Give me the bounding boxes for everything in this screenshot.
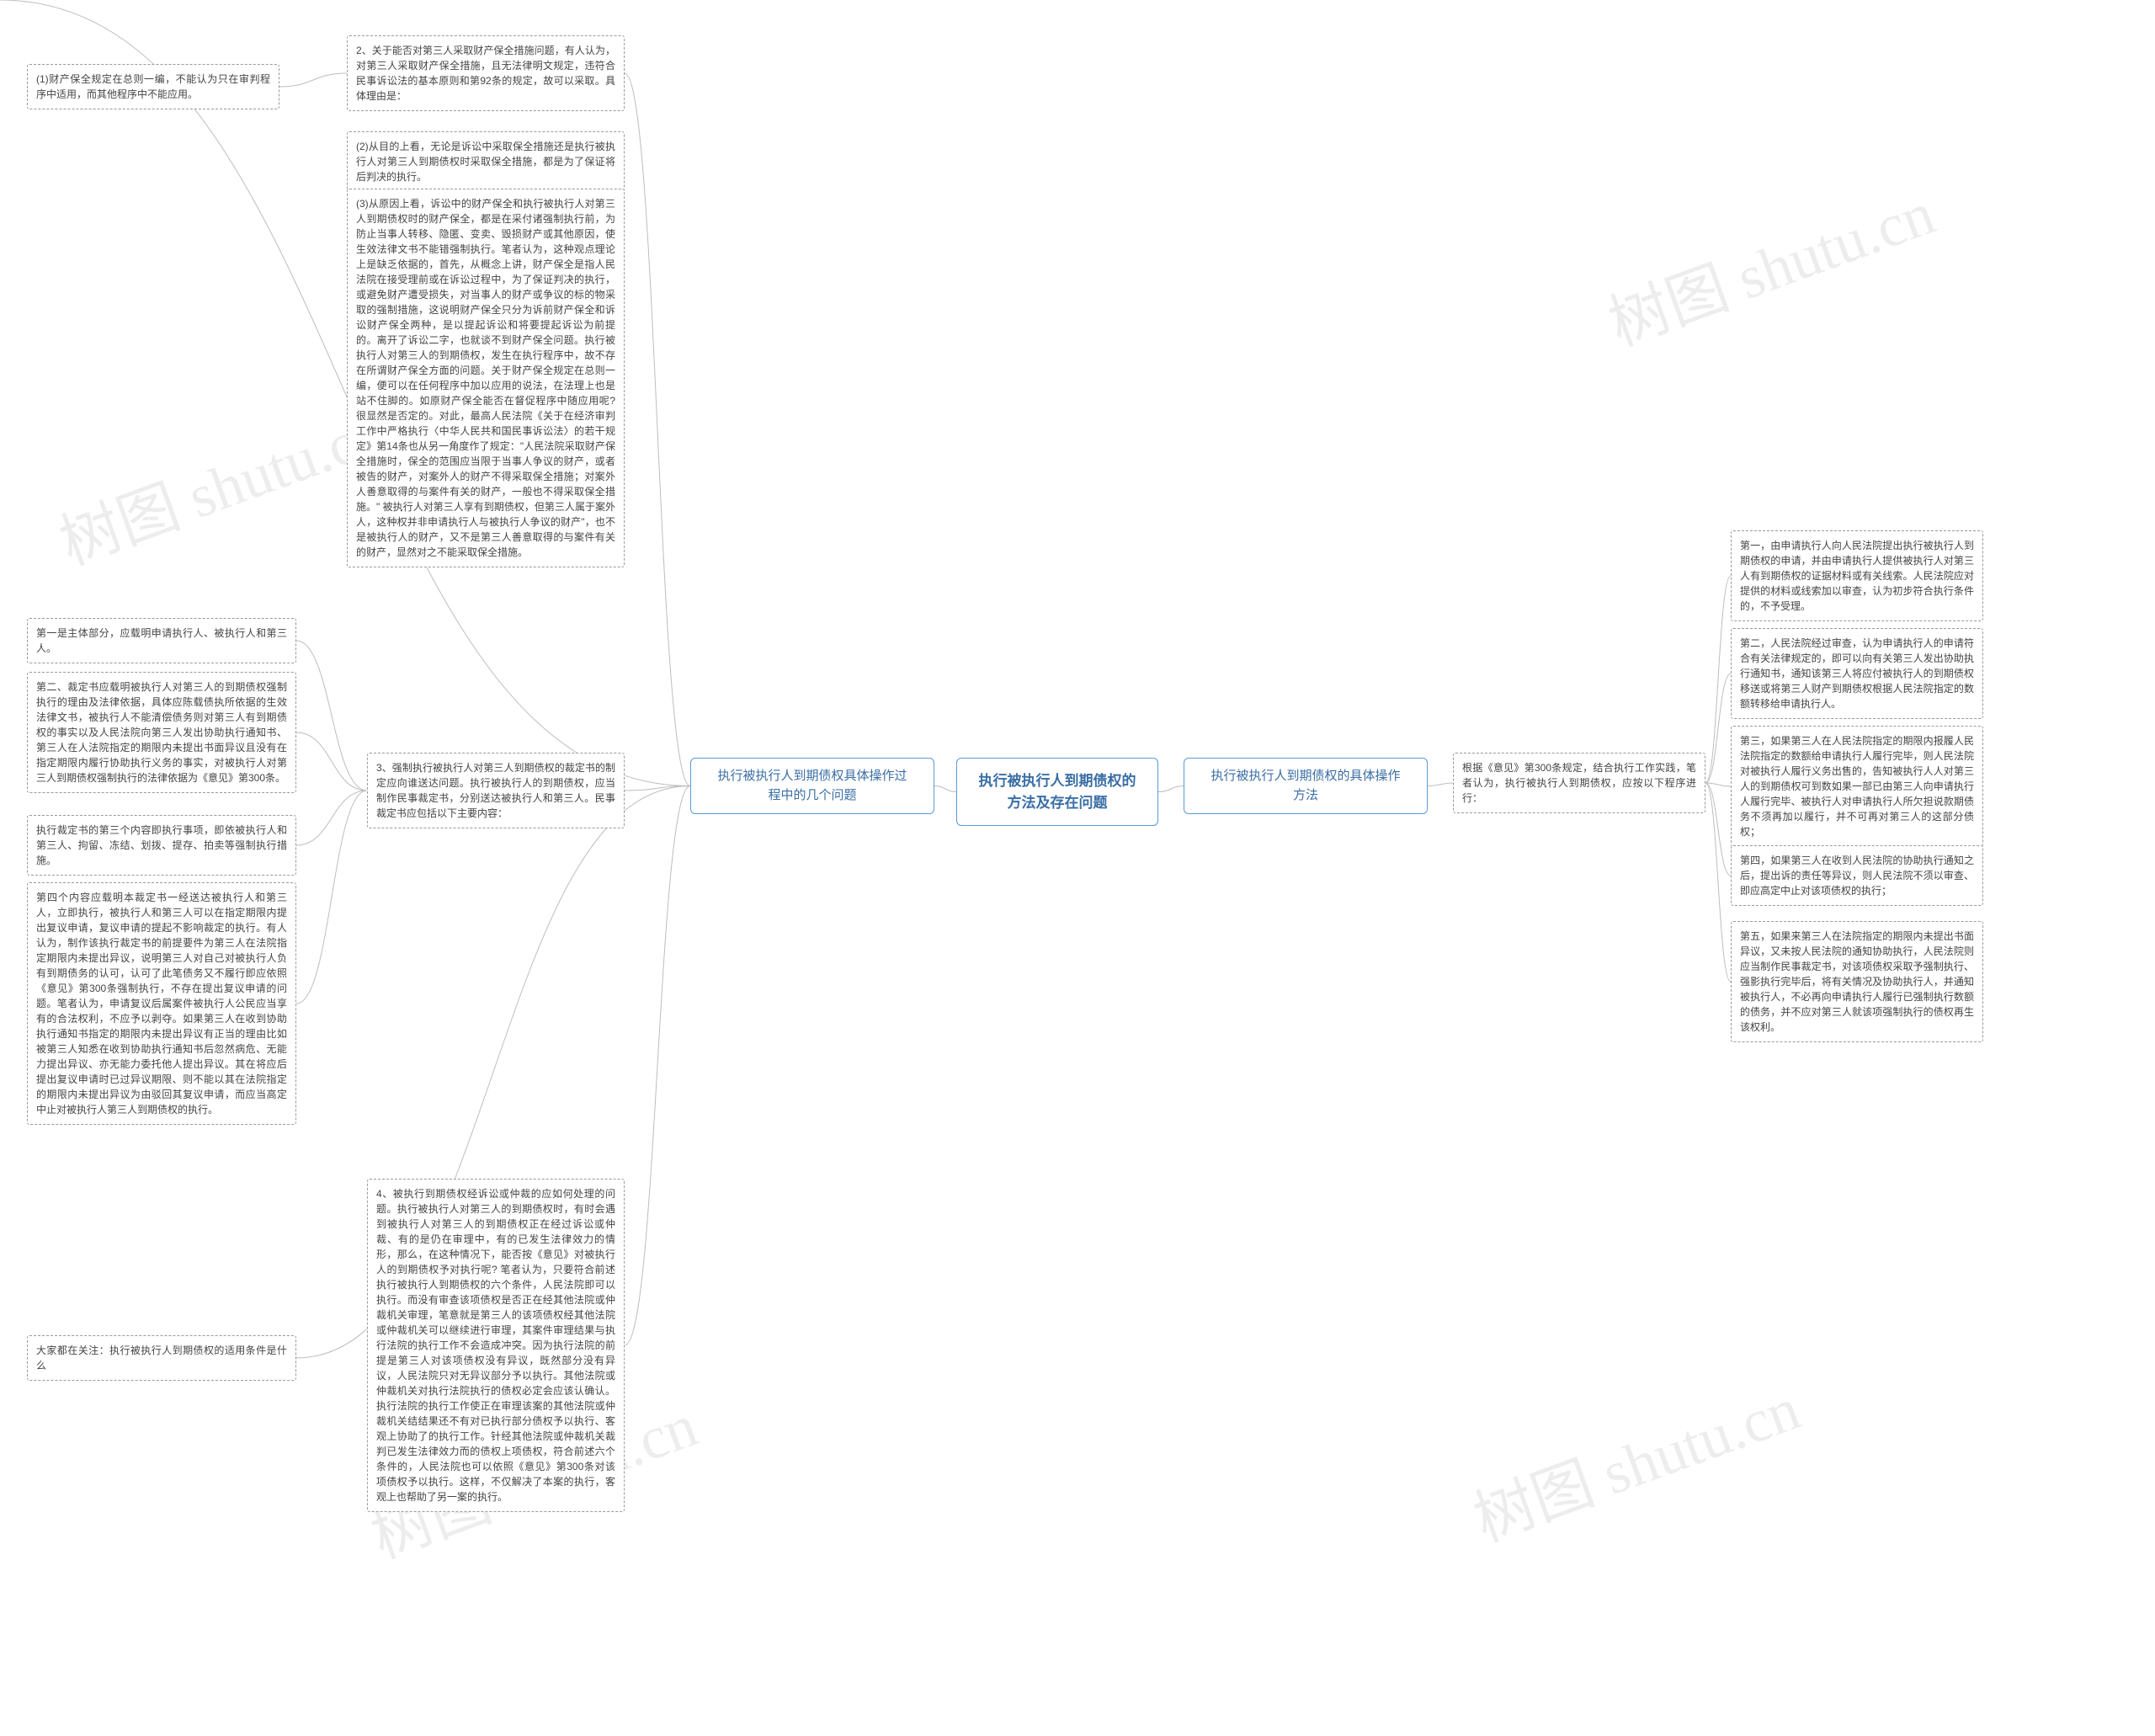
s2-text: 2、关于能否对第三人采取财产保全措施问题，有人认为，对第三人采取财产保全措施，且… [356, 45, 615, 102]
r2-text: 第二，人民法院经过审查，认为申请执行人的申请符合有关法律规定的，即可以向有关第三… [1740, 637, 1974, 710]
s2a-text: (2)从目的上看，无论是诉讼中采取保全措施还是执行被执行人对第三人到期债权时采取… [356, 141, 615, 183]
left-leaf-s3a[interactable]: 第一是主体部分，应载明申请执行人、被执行人和第三人。 [27, 618, 296, 663]
right-leaf-4[interactable]: 第四，如果第三人在收到人民法院的协助执行通知之后，提出诉的责任等异议，则人民法院… [1731, 845, 1983, 906]
r3-text: 第三，如果第三人在人民法院指定的期限内报履人民法院指定的数额给申请执行人履行完毕… [1740, 735, 1974, 838]
right-leaf-5[interactable]: 第五，如果来第三人在法院指定的期限内未提出书面异议，又未按人民法院的通知协助执行… [1731, 921, 1983, 1042]
watermark-1: 树图 shutu.cn [45, 382, 396, 582]
left-leaf-s5[interactable]: 大家都在关注：执行被执行人到期债权的适用条件是什么 [27, 1335, 296, 1381]
root-text: 执行被执行人到期债权的方法及存在问题 [979, 773, 1136, 811]
left-leaf-s3c[interactable]: 执行裁定书的第三个内容即执行事项，即依被执行人和第三人、拘留、冻结、划拨、提存、… [27, 815, 296, 876]
right-branch-text: 执行被执行人到期债权的具体操作方法 [1211, 769, 1400, 802]
watermark-2: 树图 shutu.cn [1594, 163, 1945, 363]
right-sub-text: 根据《意见》第300条规定，结合执行工作实践，笔者认为，执行被执行人到期债权，应… [1462, 762, 1696, 804]
s5-text: 大家都在关注：执行被执行人到期债权的适用条件是什么 [36, 1345, 287, 1371]
s4-text: 4、被执行到期债权经诉讼或仲裁的应如何处理的问题。执行被执行人对第三人的到期债权… [376, 1188, 615, 1503]
left-leaf-s3b[interactable]: 第二、裁定书应载明被执行人对第三人的到期债权强制执行的理由及法律依据，具体应陈载… [27, 672, 296, 793]
watermark-4: 树图 shutu.cn [1460, 1359, 1810, 1558]
left-leaf-s3d[interactable]: 第四个内容应载明本裁定书一经送达被执行人和第三人，立即执行，被执行人和第三人可以… [27, 882, 296, 1125]
r1-text: 第一，由申请执行人向人民法院提出执行被执行人到期债权的申请，并由申请执行人提供被… [1740, 540, 1974, 612]
left-leaf-s2b[interactable]: (3)从原因上看，诉讼中的财产保全和执行被执行人对第三人到期债权时的财产保全，都… [347, 189, 625, 567]
left-leaf-s1[interactable]: (1)财产保全规定在总则一编，不能认为只在审判程序中适用，而其他程序中不能应用。 [27, 64, 279, 109]
s3d-text: 第四个内容应载明本裁定书一经送达被执行人和第三人，立即执行，被执行人和第三人可以… [36, 892, 287, 1116]
r5-text: 第五，如果来第三人在法院指定的期限内未提出书面异议，又未按人民法院的通知协助执行… [1740, 930, 1974, 1033]
left-leaf-s4[interactable]: 4、被执行到期债权经诉讼或仲裁的应如何处理的问题。执行被执行人对第三人的到期债权… [367, 1179, 625, 1512]
s1-text: (1)财产保全规定在总则一编，不能认为只在审判程序中适用，而其他程序中不能应用。 [36, 73, 270, 100]
right-leaf-1[interactable]: 第一，由申请执行人向人民法院提出执行被执行人到期债权的申请，并由申请执行人提供被… [1731, 530, 1983, 621]
left-branch[interactable]: 执行被执行人到期债权具体操作过程中的几个问题 [690, 758, 934, 814]
s2b-text: (3)从原因上看，诉讼中的财产保全和执行被执行人对第三人到期债权时的财产保全，都… [356, 198, 615, 558]
s3b-text: 第二、裁定书应载明被执行人对第三人的到期债权强制执行的理由及法律依据，具体应陈载… [36, 681, 287, 784]
s3a-text: 第一是主体部分，应载明申请执行人、被执行人和第三人。 [36, 627, 287, 654]
right-sub[interactable]: 根据《意见》第300条规定，结合执行工作实践，笔者认为，执行被执行人到期债权，应… [1453, 753, 1705, 813]
s3-text: 3、强制执行被执行人对第三人到期债权的裁定书的制定应向谁送达问题。执行被执行人的… [376, 762, 615, 819]
left-leaf-s3[interactable]: 3、强制执行被执行人对第三人到期债权的裁定书的制定应向谁送达问题。执行被执行人的… [367, 753, 625, 828]
mindmap-canvas: 树图 shutu.cn 树图 shutu.cn 树图 shutu.cn 树图 s… [0, 0, 2155, 1736]
s3c-text: 执行裁定书的第三个内容即执行事项，即依被执行人和第三人、拘留、冻结、划拨、提存、… [36, 824, 287, 866]
right-leaf-3[interactable]: 第三，如果第三人在人民法院指定的期限内报履人民法院指定的数额给申请执行人履行完毕… [1731, 726, 1983, 847]
root-node[interactable]: 执行被执行人到期债权的方法及存在问题 [956, 758, 1158, 826]
r4-text: 第四，如果第三人在收到人民法院的协助执行通知之后，提出诉的责任等异议，则人民法院… [1740, 855, 1974, 897]
left-leaf-s2a[interactable]: (2)从目的上看，无论是诉讼中采取保全措施还是执行被执行人对第三人到期债权时采取… [347, 131, 625, 192]
right-leaf-2[interactable]: 第二，人民法院经过审查，认为申请执行人的申请符合有关法律规定的，即可以向有关第三… [1731, 628, 1983, 719]
left-branch-text: 执行被执行人到期债权具体操作过程中的几个问题 [717, 769, 907, 802]
right-branch[interactable]: 执行被执行人到期债权的具体操作方法 [1184, 758, 1428, 814]
left-leaf-s2[interactable]: 2、关于能否对第三人采取财产保全措施问题，有人认为，对第三人采取财产保全措施，且… [347, 35, 625, 111]
